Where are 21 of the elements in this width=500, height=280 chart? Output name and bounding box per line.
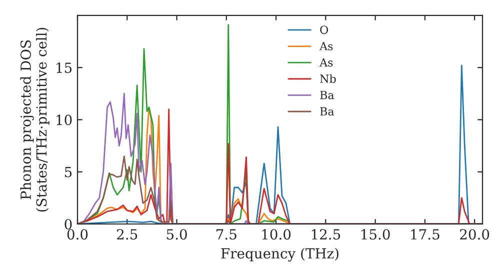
- y-axis-title: Phonon projected DOS (States/THz·primitive cell): [20, 28, 50, 212]
- y-tick-label: 10: [56, 114, 72, 126]
- x-tick-label: 12.5: [312, 229, 340, 240]
- legend-label: Ba: [320, 107, 334, 116]
- x-axis-title: Frequency (THz): [221, 248, 338, 262]
- y-tick-label: 5: [64, 167, 72, 178]
- legend-label: As: [319, 58, 333, 67]
- legend-label: Nb: [320, 74, 336, 83]
- legend-label: As: [319, 42, 333, 50]
- x-tick-label: 15.0: [362, 229, 390, 240]
- x-tick-label: 20.0: [460, 229, 490, 240]
- legend-label: Ba: [320, 90, 334, 100]
- x-tick-label: 2.5: [117, 229, 138, 240]
- y-tick-label: 0: [64, 218, 72, 230]
- x-tick-label: 17.5: [411, 229, 440, 240]
- y-tick-label: 15: [56, 62, 72, 74]
- legend-label: O: [320, 26, 328, 34]
- x-tick-label: 5.0: [166, 229, 187, 240]
- x-tick-label: 10.0: [262, 229, 291, 240]
- x-tick-label: 7.5: [216, 229, 236, 240]
- x-tick-label: 0.0: [67, 229, 88, 240]
